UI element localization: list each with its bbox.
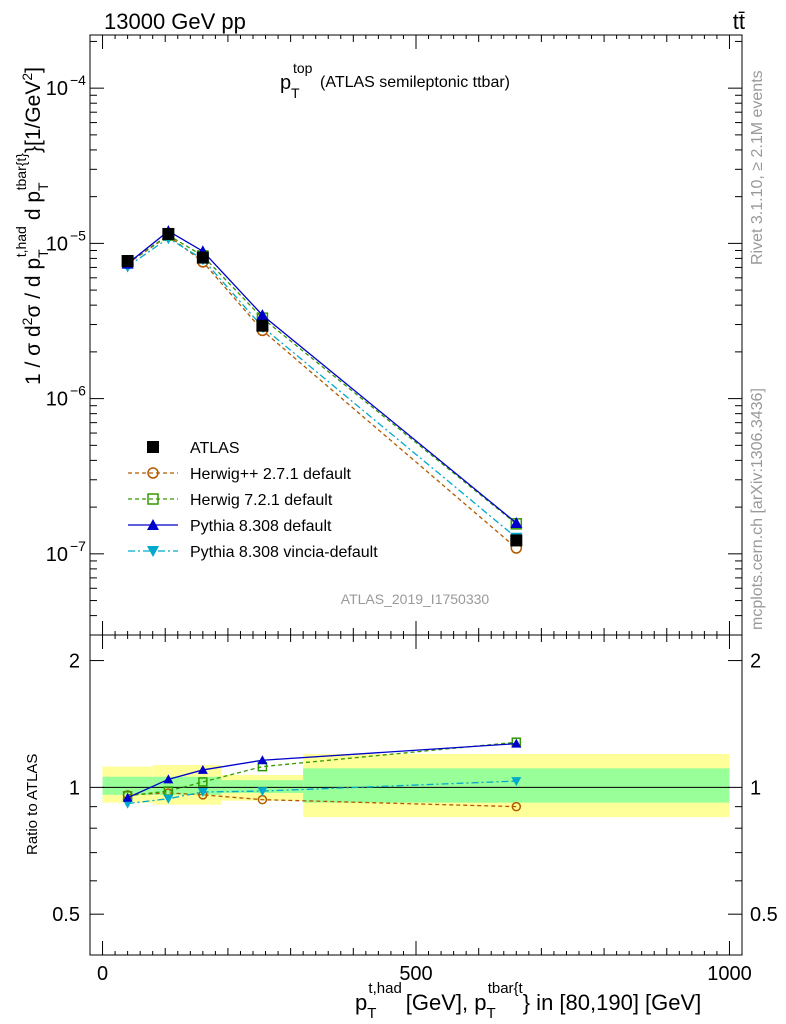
legend-label-herwigpp: Herwig++ 2.7.1 default — [190, 466, 352, 483]
ratio-series — [122, 737, 522, 812]
ratio-point-2-4 — [511, 738, 522, 748]
ratio-ylabel: Ratio to ATLAS — [24, 754, 41, 855]
rivet-label: Rivet 3.1.10, ≥ 2.1M events — [749, 70, 766, 265]
ylabel-a: 1 / σ d — [22, 325, 45, 385]
ratio-point-3-3 — [257, 787, 268, 797]
ratio-frame — [89, 634, 743, 956]
ylabel-c: σ / d p — [22, 258, 45, 318]
legend-marks — [128, 441, 178, 557]
main-frame — [89, 34, 743, 636]
legend-marker-1 — [147, 467, 159, 479]
main-ytick-label: 10 — [46, 544, 68, 566]
main-ytick-label-exp: −4 — [70, 72, 86, 88]
ratio-point-3-4 — [511, 777, 522, 787]
xlabel-r: } in [80,190] [GeV] — [523, 990, 702, 1015]
ratio-ytick-label-left: 1 — [69, 777, 80, 799]
main-ticks: 10−710−610−510−4 — [46, 35, 742, 636]
ratio-point-2-2 — [197, 764, 208, 774]
ylabel-d: T — [35, 249, 51, 258]
legend-label-pythia: Pythia 8.308 default — [190, 518, 332, 535]
main-ytick-label-exp: −6 — [70, 383, 86, 399]
legend-label-herwig7: Herwig 7.2.1 default — [190, 492, 333, 509]
xlabel-p1: p — [355, 990, 367, 1015]
series-point-0-1 — [162, 227, 175, 240]
ratio-bands — [102, 754, 730, 818]
legend-label-vincia: Pythia 8.308 vincia-default — [190, 544, 378, 561]
main-panel: 10−710−610−510−4 p T top (ATLAS semilept… — [13, 34, 743, 636]
ratio-ytick-label-left: 0.5 — [52, 904, 80, 926]
legend-label-atlas: ATLAS — [190, 440, 240, 457]
ratio-point-1-2 — [198, 777, 208, 787]
main-ytick-label: 10 — [46, 233, 68, 255]
main-series — [121, 225, 523, 554]
ratio-point-2-1 — [163, 774, 174, 784]
xlabel-s2: T — [487, 1005, 496, 1022]
plot-title-rest: (ATLAS semileptonic ttbar) — [320, 74, 510, 91]
series-point-0-2 — [196, 251, 209, 264]
ratio-xtick-label: 1000 — [707, 963, 752, 985]
ylabel-j: 2 — [19, 73, 35, 81]
ratio-ytick-label-right: 2 — [750, 651, 761, 673]
main-ytick-label: 10 — [46, 78, 68, 100]
ratio-point-3-0 — [122, 799, 133, 809]
series-point-0-0 — [121, 255, 134, 268]
series-point-3-4 — [510, 516, 523, 528]
ratio-point-3-1 — [163, 794, 174, 804]
xlabel: pTt,had[GeV], pTtbar{t} in [80,190] [GeV… — [355, 980, 701, 1022]
ylabel-f: d p — [22, 191, 45, 220]
ratio-ytick-label-right: 1 — [750, 777, 761, 799]
legend-marker-3 — [147, 519, 159, 530]
header-process: tt̄ — [733, 9, 745, 34]
ratio-ytick-label-right: 0.5 — [750, 904, 778, 926]
main-ylabel: 1 / σ d2σ / d pTt,hadd pTtbar{t}}[1/GeV2… — [13, 67, 51, 385]
ylabel-g: T — [35, 182, 51, 191]
xlabel-m: [GeV], p — [406, 990, 487, 1015]
ylabel-e: t,had — [13, 226, 29, 257]
ratio-xtick-label: 0 — [97, 963, 108, 985]
series-point-0-3 — [256, 319, 269, 332]
xlabel-u2: tbar{t — [488, 980, 524, 997]
xlabel-u1: t,had — [368, 980, 401, 997]
ratio-ticks: 0 500 1000 0.5 0.5 1 1 2 2 — [52, 635, 778, 985]
ratio-point-2-0 — [122, 792, 133, 802]
legend: ATLAS Herwig++ 2.7.1 default Herwig 7.2.… — [128, 440, 378, 561]
series-point-3-3 — [256, 309, 269, 321]
analysis-id: ATLAS_2019_I1750330 — [341, 591, 490, 607]
ylabel-i: }[1/GeV — [22, 81, 45, 153]
main-ytick-label-exp: −5 — [70, 227, 86, 243]
plot-title-main: p — [280, 72, 291, 94]
ratio-ytick-label-left: 2 — [69, 651, 80, 673]
ratio-point-2-3 — [257, 755, 268, 765]
header-energy: 13000 GeV pp — [104, 9, 246, 34]
ylabel-b: 2 — [19, 317, 35, 325]
plot-title-sub: T — [291, 85, 300, 101]
band-inner-0 — [102, 776, 153, 795]
main-ytick-label-exp: −7 — [70, 538, 86, 554]
legend-marker-0 — [147, 441, 159, 453]
mcplots-label: mcplots.cern.ch [arXiv:1306.3436] — [749, 388, 766, 630]
plot-title-sup: top — [293, 60, 313, 76]
plot-title: p — [280, 72, 291, 94]
xlabel-s1: T — [367, 1005, 376, 1022]
ratio-point-0-4 — [511, 801, 522, 812]
ratio-line-0 — [127, 792, 517, 808]
ylabel-h: tbar{t} — [13, 153, 29, 191]
legend-marker-2 — [147, 493, 159, 505]
ratio-point-3-2 — [197, 788, 208, 798]
legend-marker-4 — [147, 546, 159, 557]
main-ytick-label: 10 — [46, 389, 68, 411]
series-point-0-4 — [510, 534, 523, 547]
ylabel-k: ] — [22, 67, 45, 73]
ratio-xtick-label: 500 — [399, 963, 432, 985]
